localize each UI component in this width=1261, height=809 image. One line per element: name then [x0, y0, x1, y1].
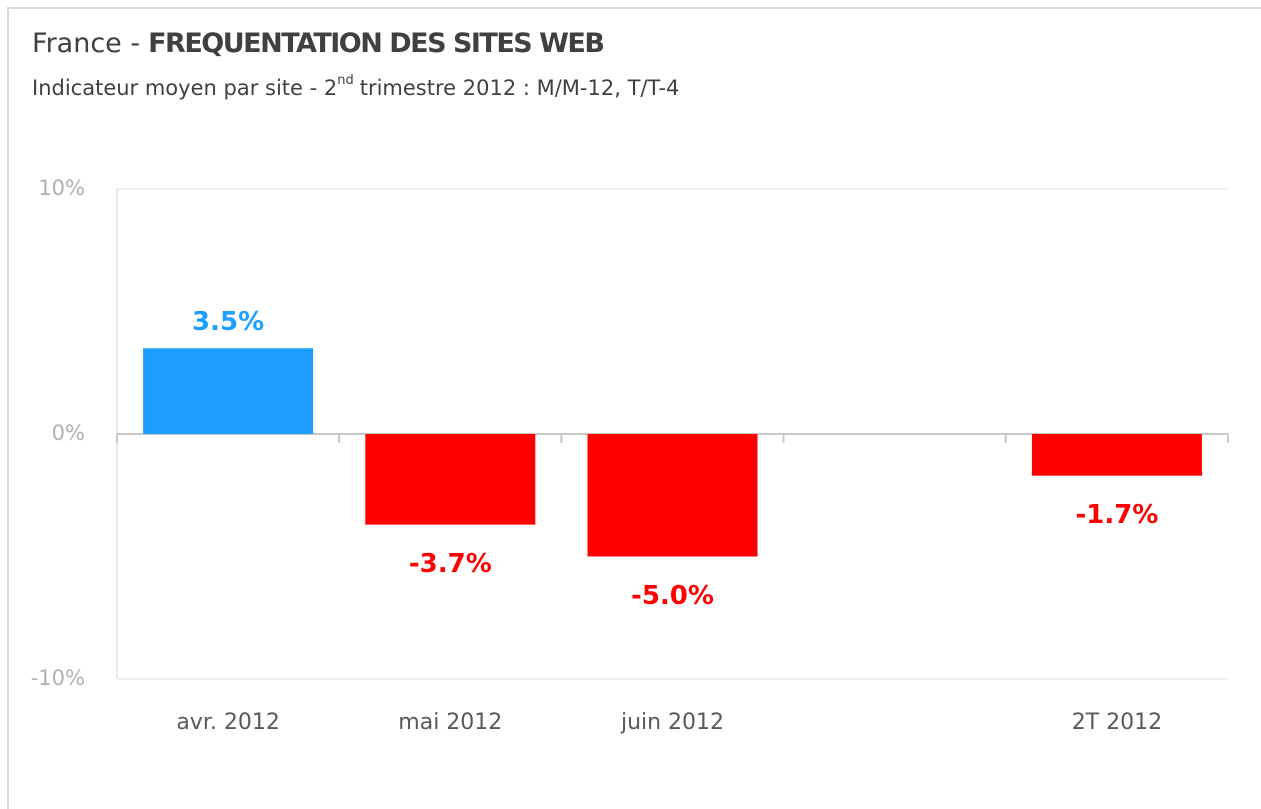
title-main: FREQUENTATION DES SITES WEB: [148, 28, 603, 59]
y-tick-label: 10%: [38, 176, 85, 200]
x-tick-label: mai 2012: [398, 710, 502, 735]
x-tick-label: juin 2012: [620, 710, 724, 735]
bar: [143, 348, 314, 434]
value-label: -1.7%: [1075, 500, 1158, 530]
subtitle-sup: nd: [337, 73, 354, 88]
y-tick-label: 0%: [52, 421, 85, 445]
bar: [1031, 434, 1202, 476]
chart-subtitle: Indicateur moyen par site - 2nd trimestre…: [32, 73, 679, 101]
value-label: -3.7%: [409, 549, 492, 579]
bar: [587, 434, 758, 557]
subtitle-part: Indicateur moyen par site - 2: [32, 76, 337, 100]
value-label: 3.5%: [192, 307, 264, 337]
x-tick-label: avr. 2012: [176, 710, 280, 735]
x-tick-label: 2T 2012: [1072, 710, 1162, 735]
subtitle-part: trimestre 2012 : M/M-12, T/T-4: [360, 76, 680, 100]
title-prefix: France -: [32, 28, 140, 59]
value-label: -5.0%: [631, 581, 714, 611]
bar: [365, 434, 536, 525]
chart-title: France - FREQUENTATION DES SITES WEB: [32, 28, 603, 59]
y-tick-label: -10%: [31, 666, 85, 690]
